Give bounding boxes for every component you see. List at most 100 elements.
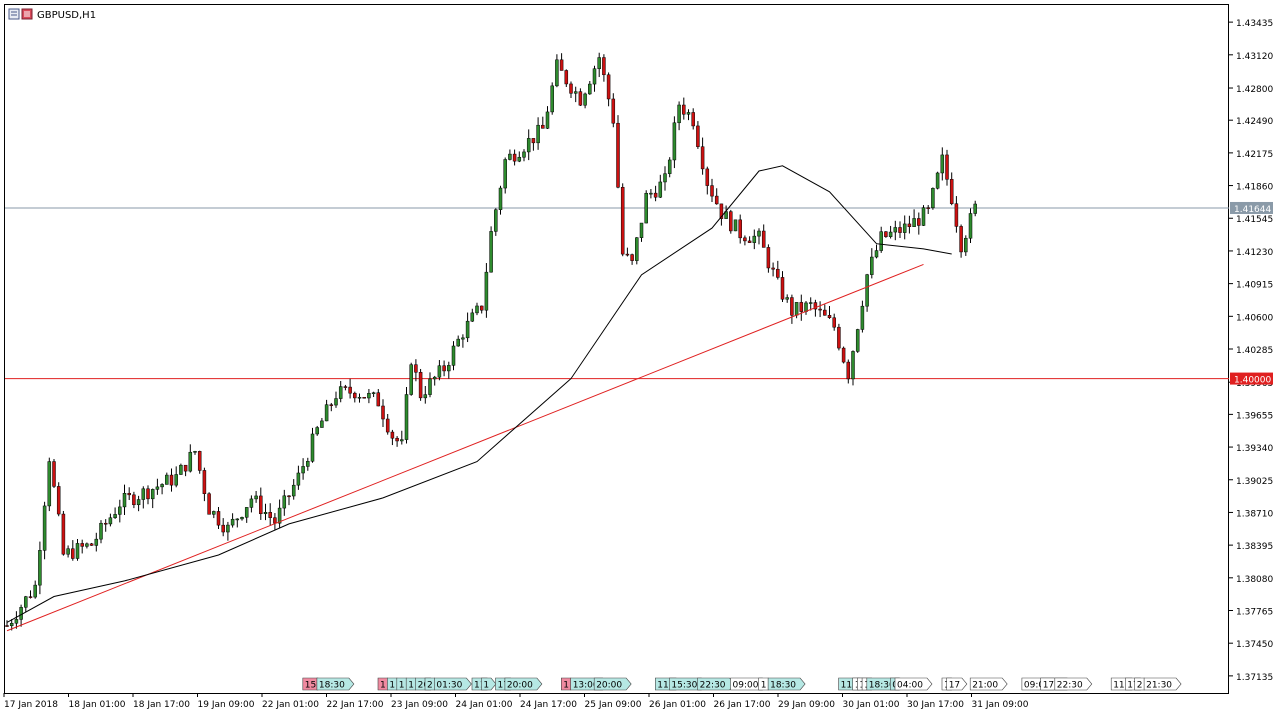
bull-candle — [85, 543, 89, 547]
bull-candle — [940, 154, 945, 174]
bear-candle — [841, 347, 846, 363]
event-tag-label: 20 — [418, 681, 430, 691]
event-tag-label: 18:30 — [770, 681, 796, 691]
bull-candle — [188, 451, 193, 472]
x-tick-label: 23 Jan 09:00 — [391, 700, 448, 710]
bull-candle — [136, 499, 141, 506]
bull-candle — [804, 302, 808, 312]
bull-candle — [517, 156, 522, 162]
y-tick-label: 1.42800 — [1236, 85, 1273, 95]
bull-candle — [99, 522, 103, 540]
bull-candle — [212, 511, 216, 515]
x-tick-label: 25 Jan 09:00 — [585, 700, 642, 710]
event-tag — [894, 677, 933, 691]
bear-candle — [625, 253, 630, 256]
bull-candle — [503, 159, 507, 189]
bull-candle — [644, 192, 648, 224]
event-tag-label: 1 — [563, 681, 569, 691]
bull-candle — [921, 207, 926, 226]
bull-candle — [545, 111, 550, 129]
event-tag-label: 20:00 — [507, 681, 533, 691]
bull-candle — [465, 320, 470, 339]
bull-candle — [498, 187, 503, 210]
bear-candle — [414, 364, 418, 373]
event-tag-label: 15:30 — [671, 681, 697, 691]
bear-candle — [766, 247, 771, 269]
bull-candle — [320, 420, 324, 428]
bear-candle — [71, 548, 75, 559]
bull-candle — [526, 138, 531, 153]
bear-candle — [381, 405, 385, 420]
event-tag-label: 17 — [1127, 681, 1138, 691]
bear-candle — [56, 486, 61, 515]
bull-candle — [968, 213, 973, 239]
bear-candle — [945, 154, 949, 180]
bull-candle — [879, 231, 883, 251]
x-tick-label: 22 Jan 17:00 — [327, 700, 384, 710]
bear-candle — [207, 493, 211, 515]
bull-candle — [964, 237, 968, 253]
bear-candle — [353, 392, 357, 399]
bear-candle — [61, 513, 66, 555]
bear-candle — [620, 187, 625, 255]
bear-candle — [183, 464, 188, 472]
event-tag — [767, 677, 806, 691]
bear-candle — [738, 219, 742, 239]
event-tag — [1143, 677, 1182, 691]
event-tag-label: 18:30 — [869, 681, 895, 691]
bull-candle — [658, 181, 663, 198]
bear-candle — [221, 524, 225, 533]
x-tick-label: 18 Jan 01:00 — [69, 700, 126, 710]
bull-candle — [757, 230, 761, 237]
bull-candle — [536, 124, 540, 144]
bull-candle — [334, 398, 338, 406]
bull-candle — [893, 227, 898, 233]
bear-candle — [837, 326, 841, 349]
event-tag-label: 11: — [657, 681, 671, 691]
bear-candle — [578, 91, 583, 106]
bear-candle — [949, 179, 954, 204]
bull-candle — [935, 172, 940, 189]
candles — [5, 52, 977, 631]
bull-candle — [301, 466, 305, 474]
event-tag-label: 1 — [483, 681, 489, 691]
bear-candle — [343, 386, 348, 388]
bear-candle — [385, 418, 390, 433]
bear-candle — [818, 308, 822, 311]
event-tag — [481, 677, 497, 691]
x-tick-label: 22 Jan 01:00 — [262, 700, 319, 710]
bull-candle — [230, 518, 235, 526]
bull-candle — [808, 302, 813, 304]
event-tag-label: 1 — [761, 681, 767, 691]
event-tag-label: 21:00 — [972, 681, 998, 691]
bear-candle — [259, 495, 263, 515]
bull-candle — [794, 302, 799, 316]
y-tick-label: 1.42490 — [1236, 117, 1273, 127]
bear-candle — [917, 218, 921, 226]
bull-candle — [677, 104, 681, 124]
bull-candle — [785, 297, 789, 300]
event-tag-label: 04:00 — [897, 681, 923, 691]
bull-candle — [108, 517, 113, 525]
time-axis: 17 Jan 2018 18 Jan 01:00 18 Jan 17:00 19 Ja… — [3, 693, 1029, 710]
bull-candle — [635, 237, 639, 261]
bull-candle — [306, 461, 310, 467]
bull-candle — [931, 188, 935, 209]
bull-candle — [66, 548, 70, 555]
event-tag-label: 09:00 — [733, 681, 759, 691]
bull-candle — [47, 461, 52, 507]
bear-candle — [418, 372, 423, 399]
bull-candle — [160, 484, 164, 488]
bear-candle — [202, 470, 207, 494]
bear-candle — [376, 392, 381, 407]
bear-candle — [823, 309, 827, 316]
bull-candle — [573, 91, 578, 94]
bull-candle — [522, 151, 526, 158]
bull-candle — [639, 222, 644, 238]
bull-candle — [291, 484, 296, 497]
bear-candle — [813, 302, 818, 310]
overlays — [6, 165, 952, 632]
y-tick-label: 1.40600 — [1236, 313, 1273, 323]
bull-candle — [42, 505, 47, 551]
